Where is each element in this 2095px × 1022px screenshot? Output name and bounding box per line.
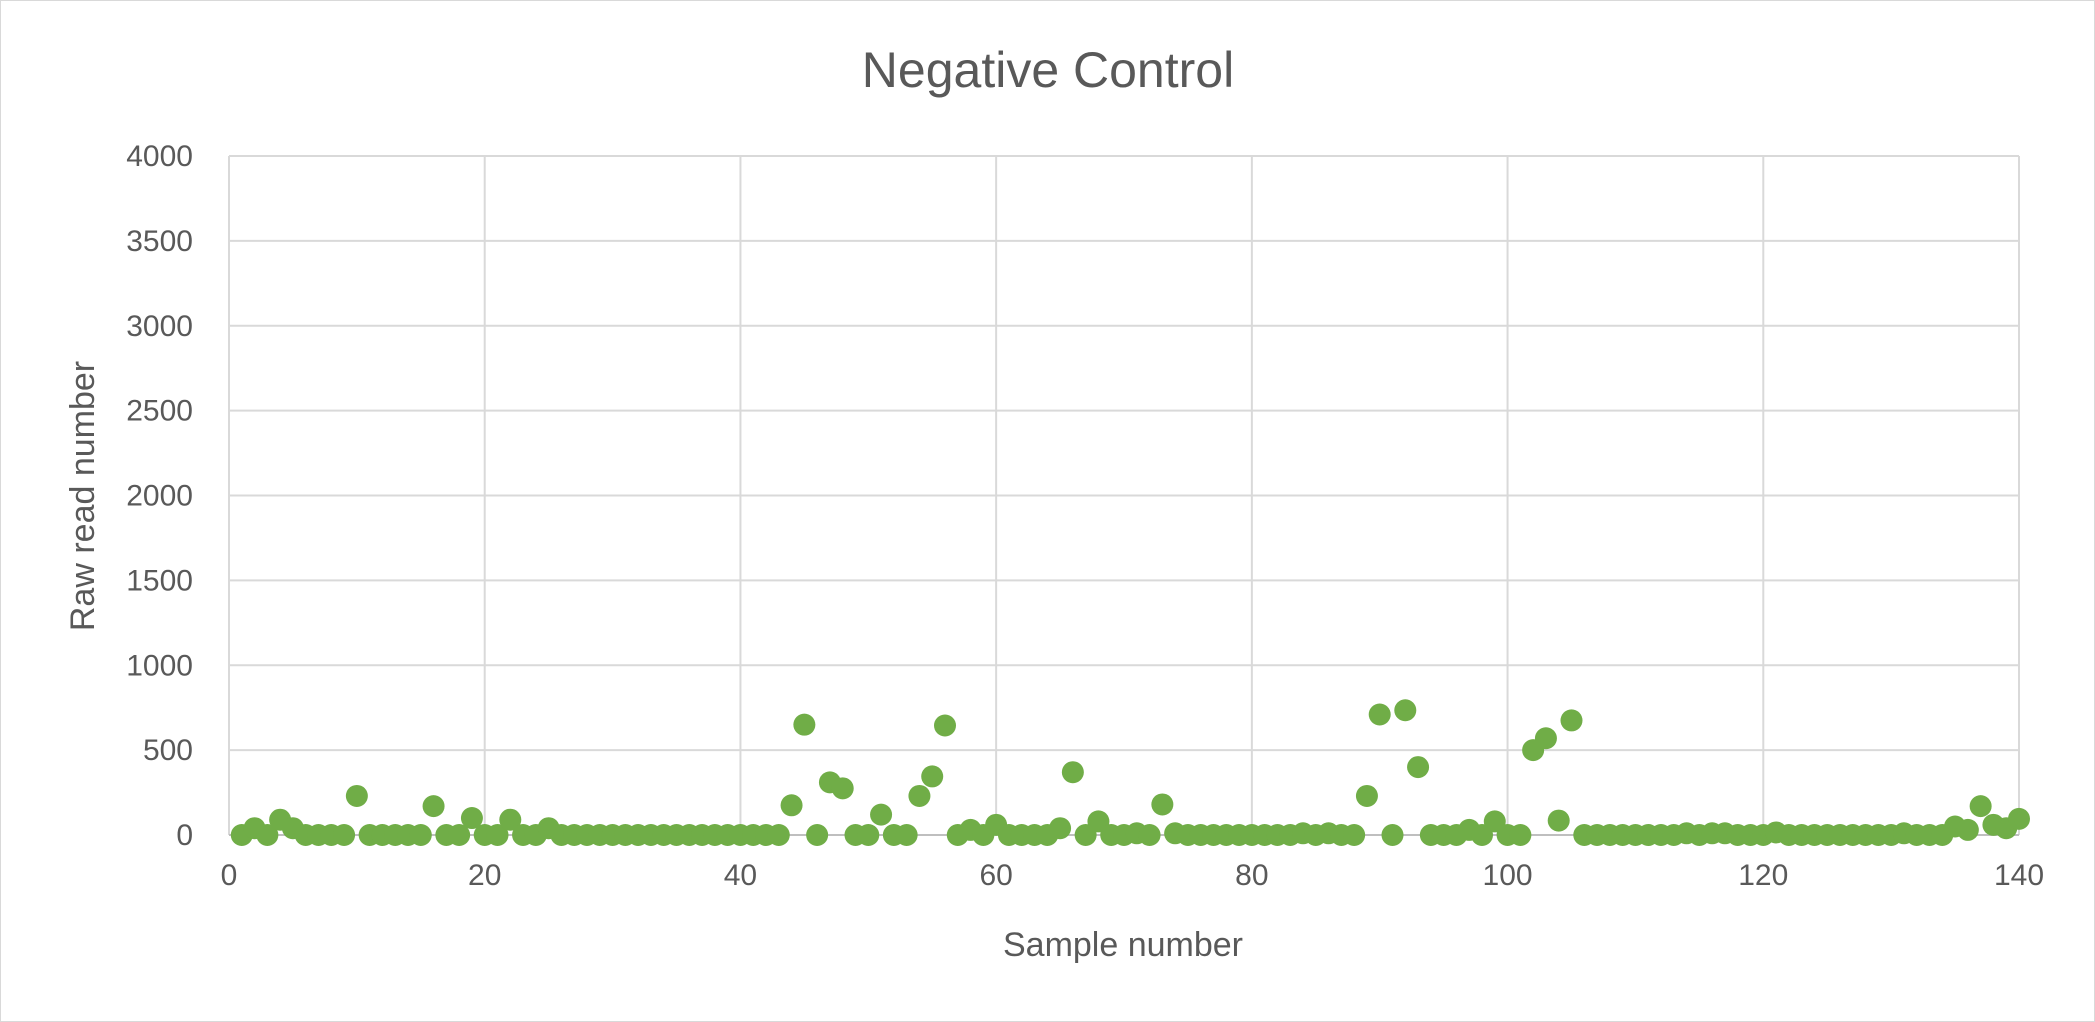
data-point	[345, 784, 368, 807]
y-axis-title: Raw read number	[64, 361, 102, 631]
y-tick-label: 1500	[126, 564, 193, 597]
x-tick-label: 100	[1483, 859, 1533, 892]
data-point	[1343, 824, 1366, 846]
data-point	[2008, 807, 2030, 830]
x-tick-label: 140	[1994, 859, 2044, 892]
data-point	[1368, 703, 1391, 726]
data-point	[1969, 795, 1992, 818]
x-tick-label: 0	[221, 859, 238, 892]
data-point	[422, 795, 445, 818]
data-point	[767, 824, 790, 846]
data-point	[448, 824, 471, 846]
data-point	[1560, 709, 1583, 732]
data-point	[921, 765, 944, 788]
data-points	[230, 699, 2030, 846]
data-point	[895, 824, 918, 846]
data-point	[486, 824, 509, 846]
y-tick-label: 4000	[126, 140, 193, 173]
y-tick-label: 500	[143, 734, 193, 767]
data-point	[499, 808, 522, 831]
data-point	[1151, 793, 1174, 816]
y-tick-label: 1000	[126, 649, 193, 682]
data-point	[806, 824, 829, 846]
data-point	[1061, 761, 1084, 784]
x-tick-label: 40	[724, 859, 757, 892]
data-point	[460, 807, 483, 830]
data-point	[908, 784, 931, 807]
data-point	[1381, 824, 1404, 846]
x-tick-label: 20	[468, 859, 501, 892]
y-tick-label: 0	[176, 819, 193, 852]
x-tick-labels: 0 20 40 60 80 100 120 140	[221, 859, 2044, 892]
data-point	[1956, 818, 1979, 841]
y-tick-labels: 0 500 1000 1500 2000 2500 3000 3500 4000	[126, 140, 193, 852]
data-point	[780, 794, 803, 817]
data-point	[857, 824, 880, 846]
data-point	[1509, 824, 1532, 846]
data-point	[1049, 817, 1072, 840]
y-tick-label: 3000	[126, 310, 193, 343]
data-point	[831, 777, 854, 800]
gridlines	[228, 155, 2020, 835]
data-point	[793, 713, 816, 736]
x-tick-label: 80	[1235, 859, 1268, 892]
x-tick-label: 120	[1738, 859, 1788, 892]
y-tick-label: 3500	[126, 225, 193, 258]
y-tick-label: 2000	[126, 480, 193, 513]
data-point	[333, 824, 356, 846]
x-axis-title: Sample number	[1003, 926, 1243, 964]
data-point	[934, 714, 956, 737]
y-tick-label: 2500	[126, 395, 193, 428]
chart-title: Negative Control	[862, 42, 1234, 98]
data-point	[409, 824, 432, 846]
data-point	[1394, 699, 1417, 722]
data-point	[1547, 809, 1570, 832]
data-point	[256, 824, 279, 846]
data-point	[1407, 756, 1430, 779]
x-tick-label: 60	[979, 859, 1012, 892]
data-point	[1355, 784, 1378, 807]
data-point	[870, 803, 893, 826]
data-point	[1138, 824, 1161, 846]
data-point	[1534, 727, 1557, 750]
